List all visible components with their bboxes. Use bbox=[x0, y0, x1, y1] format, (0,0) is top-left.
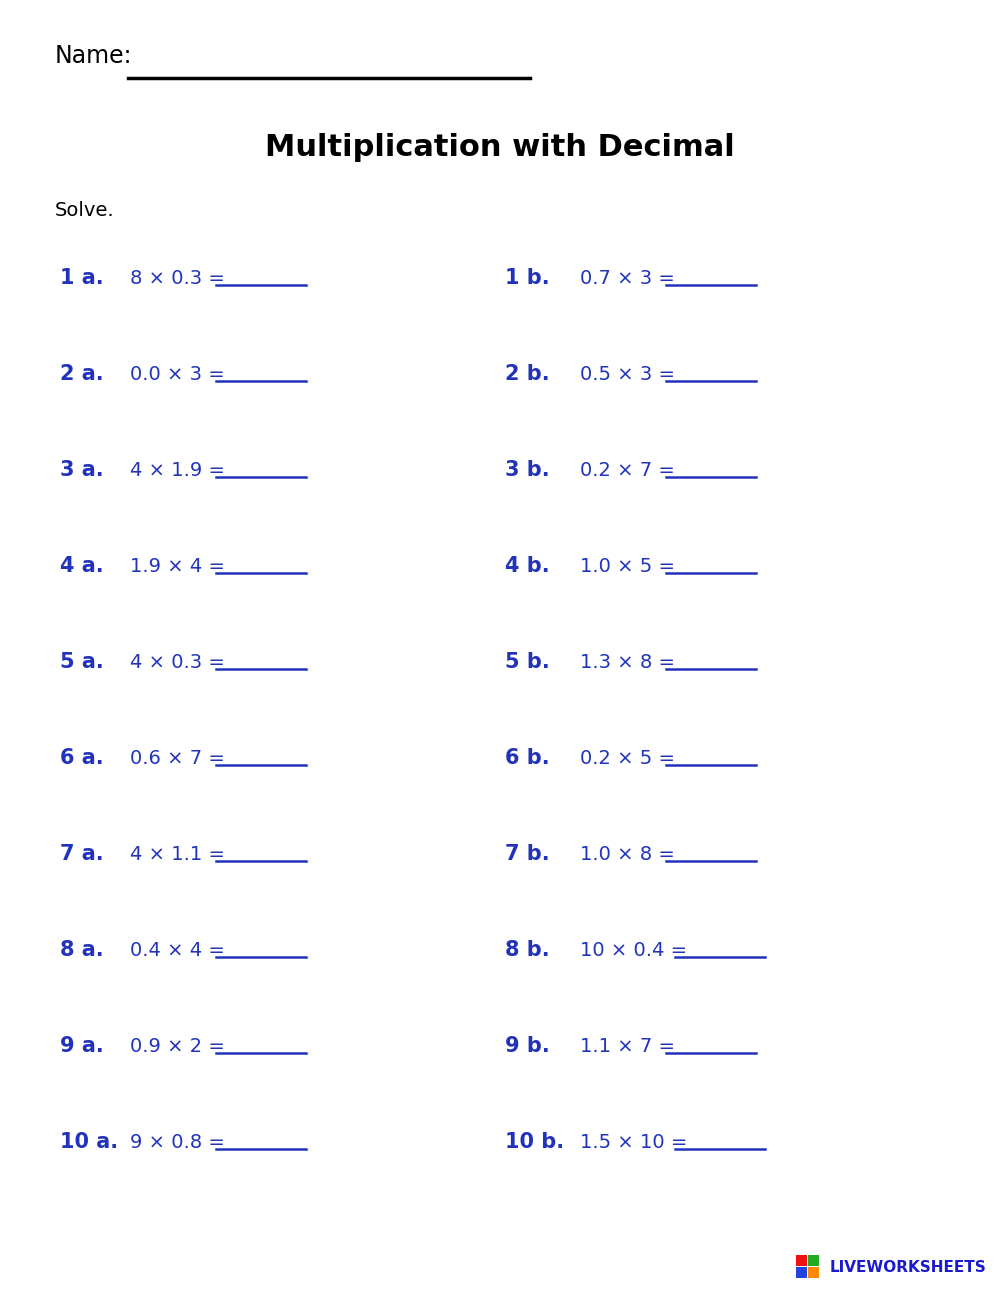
Text: 10 a.: 10 a. bbox=[60, 1132, 118, 1152]
Text: 1.0 × 5 =: 1.0 × 5 = bbox=[580, 556, 681, 576]
Bar bbox=[808, 1255, 819, 1266]
Text: 1.0 × 8 =: 1.0 × 8 = bbox=[580, 845, 681, 863]
Text: 3 b.: 3 b. bbox=[505, 459, 550, 480]
Text: 8 × 0.3 =: 8 × 0.3 = bbox=[130, 268, 231, 287]
Text: 0.7 × 3 =: 0.7 × 3 = bbox=[580, 268, 681, 287]
Text: 7 b.: 7 b. bbox=[505, 844, 550, 864]
Text: 1 a.: 1 a. bbox=[60, 268, 104, 289]
Text: 7 a.: 7 a. bbox=[60, 844, 104, 864]
Bar bbox=[796, 1255, 807, 1266]
Text: 9 a.: 9 a. bbox=[60, 1036, 104, 1056]
Text: 5 a.: 5 a. bbox=[60, 652, 104, 672]
Text: Multiplication with Decimal: Multiplication with Decimal bbox=[265, 133, 735, 163]
Text: 8 b.: 8 b. bbox=[505, 939, 550, 960]
Text: 2 b.: 2 b. bbox=[505, 364, 550, 384]
Text: Solve.: Solve. bbox=[55, 201, 115, 220]
Text: 1.1 × 7 =: 1.1 × 7 = bbox=[580, 1036, 681, 1056]
Text: 4 a.: 4 a. bbox=[60, 556, 104, 576]
Text: 9 × 0.8 =: 9 × 0.8 = bbox=[130, 1132, 231, 1152]
Text: 10 × 0.4 =: 10 × 0.4 = bbox=[580, 941, 693, 959]
Text: 0.0 × 3 =: 0.0 × 3 = bbox=[130, 365, 231, 383]
Text: 0.9 × 2 =: 0.9 × 2 = bbox=[130, 1036, 231, 1056]
Text: 6 b.: 6 b. bbox=[505, 748, 550, 769]
Text: 8 a.: 8 a. bbox=[60, 939, 104, 960]
Text: 5 b.: 5 b. bbox=[505, 652, 550, 672]
Text: 0.6 × 7 =: 0.6 × 7 = bbox=[130, 748, 231, 767]
Text: Name:: Name: bbox=[55, 44, 132, 69]
Text: 0.4 × 4 =: 0.4 × 4 = bbox=[130, 941, 231, 959]
Text: 0.2 × 7 =: 0.2 × 7 = bbox=[580, 461, 681, 480]
Text: 0.2 × 5 =: 0.2 × 5 = bbox=[580, 748, 681, 767]
Text: 4 × 0.3 =: 4 × 0.3 = bbox=[130, 652, 231, 672]
Text: 10 b.: 10 b. bbox=[505, 1132, 564, 1152]
Bar bbox=[796, 1267, 807, 1278]
Text: 2 a.: 2 a. bbox=[60, 364, 104, 384]
Text: 4 × 1.1 =: 4 × 1.1 = bbox=[130, 845, 231, 863]
Bar bbox=[808, 1267, 819, 1278]
Text: 9 b.: 9 b. bbox=[505, 1036, 550, 1056]
Text: 1.9 × 4 =: 1.9 × 4 = bbox=[130, 556, 231, 576]
Text: 3 a.: 3 a. bbox=[60, 459, 104, 480]
Text: 0.5 × 3 =: 0.5 × 3 = bbox=[580, 365, 681, 383]
Text: 1.5 × 10 =: 1.5 × 10 = bbox=[580, 1132, 694, 1152]
Text: 1 b.: 1 b. bbox=[505, 268, 550, 289]
Text: 4 b.: 4 b. bbox=[505, 556, 550, 576]
Text: 4 × 1.9 =: 4 × 1.9 = bbox=[130, 461, 231, 480]
Text: 1.3 × 8 =: 1.3 × 8 = bbox=[580, 652, 681, 672]
Text: LIVEWORKSHEETS: LIVEWORKSHEETS bbox=[830, 1260, 987, 1276]
Text: 6 a.: 6 a. bbox=[60, 748, 104, 769]
